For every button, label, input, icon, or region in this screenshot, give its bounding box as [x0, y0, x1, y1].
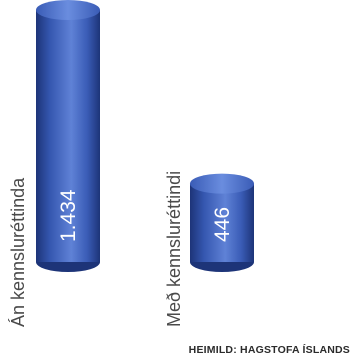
source-note: HEIMILD: HAGSTOFA ÍSLANDS [188, 344, 350, 356]
bar-cap [190, 173, 254, 194]
bar-2 [190, 183, 254, 262]
bar-group-1: 1.434 Án kennsluréttinda [8, 0, 100, 327]
category-label-1: Án kennsluréttinda [8, 177, 28, 327]
value-label-2: 446 [211, 207, 234, 242]
category-label-2: Með kennsluréttindi [164, 171, 184, 327]
bar-group-2: 446 Með kennsluréttindi [164, 171, 254, 327]
bar-cap [36, 0, 100, 20]
value-label-1: 1.434 [57, 189, 80, 242]
bar-1 [36, 10, 100, 262]
